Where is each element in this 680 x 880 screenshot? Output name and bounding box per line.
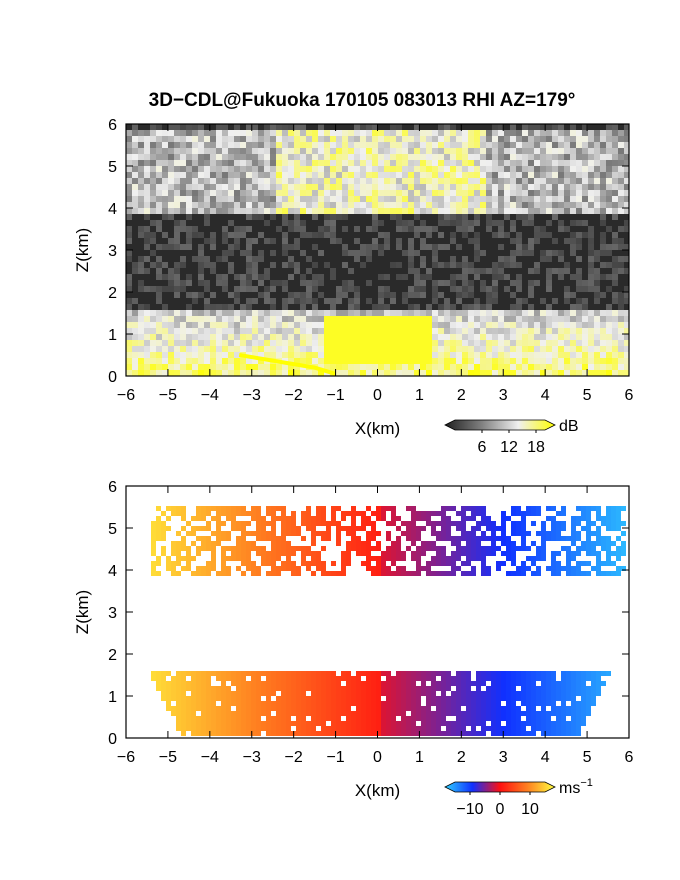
- y-tick-label: 5: [108, 521, 117, 538]
- x-tick-label: −6: [117, 749, 135, 766]
- y-tick-label: 3: [108, 243, 117, 260]
- y-axis-label: Z(km): [73, 228, 92, 272]
- y-tick-label: 1: [108, 327, 117, 344]
- x-tick-label: 1: [415, 749, 424, 766]
- x-tick-label: −1: [326, 387, 344, 404]
- x-tick-label: −1: [326, 749, 344, 766]
- y-tick-label: 6: [108, 117, 117, 134]
- colorbar-tick-label: 10: [521, 801, 539, 818]
- heatmap-field: [126, 124, 629, 376]
- x-tick-label: −3: [243, 749, 261, 766]
- clutter-streak: [238, 353, 337, 376]
- colorbar-tick-label: 6: [478, 439, 487, 456]
- y-tick-label: 2: [108, 647, 117, 664]
- x-tick-label: 3: [499, 387, 508, 404]
- x-tick-label: −5: [159, 749, 177, 766]
- colorbar: 6 12 18 dB: [444, 418, 579, 456]
- y-axis-label: Z(km): [73, 590, 92, 634]
- x-tick-label: 4: [541, 387, 550, 404]
- y-tick-label: 6: [108, 479, 117, 496]
- x-tick-label: −5: [159, 387, 177, 404]
- y-tick-label: 3: [108, 605, 117, 622]
- x-tick-label: −4: [201, 387, 219, 404]
- x-axis-label: X(km): [355, 781, 400, 800]
- colorbar-tick-label: 0: [496, 801, 505, 818]
- x-tick-label: 2: [457, 749, 466, 766]
- x-tick-label: −4: [201, 749, 219, 766]
- x-tick-label: −2: [285, 387, 303, 404]
- heatmap-field: [151, 506, 626, 736]
- x-tick-label: 1: [415, 387, 424, 404]
- x-axis-label: X(km): [355, 419, 400, 438]
- x-tick-label: 6: [625, 749, 634, 766]
- y-tick-label: 4: [108, 201, 117, 218]
- figure-title: 3D−CDL@Fukuoka 170105 083013 RHI AZ=179°: [149, 90, 576, 111]
- colorbar-tick-label: 18: [527, 439, 545, 456]
- colorbar-unit: ms−1: [559, 777, 593, 797]
- y-tick-label: 4: [108, 563, 117, 580]
- x-tick-label: 0: [373, 387, 382, 404]
- y-tick-label: 0: [108, 369, 117, 386]
- y-tick-label: 0: [108, 731, 117, 748]
- x-tick-label: 0: [373, 749, 382, 766]
- x-tick-label: −6: [117, 387, 135, 404]
- x-tick-label: −3: [243, 387, 261, 404]
- colorbar-tick-label: −10: [456, 801, 483, 818]
- x-tick-label: 2: [457, 387, 466, 404]
- colorbar-unit: dB: [559, 418, 579, 435]
- x-tick-label: 3: [499, 749, 508, 766]
- y-tick-label: 1: [108, 689, 117, 706]
- colorbar: −10 0 10 ms−1: [444, 777, 593, 818]
- x-tick-label: 4: [541, 749, 550, 766]
- y-tick-label: 2: [108, 285, 117, 302]
- y-tick-label: 5: [108, 159, 117, 176]
- x-tick-label: 5: [583, 387, 592, 404]
- x-tick-label: 5: [583, 749, 592, 766]
- x-tick-label: 6: [625, 387, 634, 404]
- colorbar-tick-label: 12: [500, 439, 518, 456]
- x-tick-label: −2: [285, 749, 303, 766]
